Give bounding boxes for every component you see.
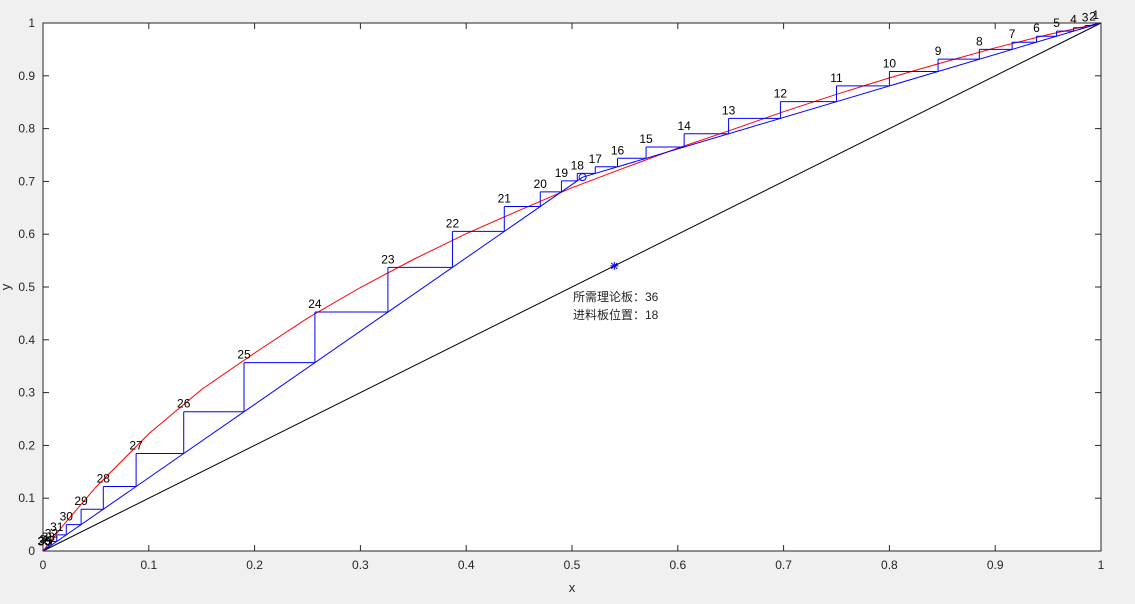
operating-line-stripping bbox=[42, 176, 583, 552]
stage-label: 4 bbox=[1070, 13, 1077, 27]
stage-label: 7 bbox=[1009, 27, 1016, 41]
y-tick-label: 0.5 bbox=[18, 280, 35, 294]
operating-line-rectifying bbox=[582, 22, 1102, 178]
x-tick-label: 0.4 bbox=[458, 558, 475, 572]
stage-label: 11 bbox=[830, 71, 843, 85]
q-point-marker bbox=[610, 261, 619, 270]
y-tick-label: 0.6 bbox=[18, 227, 35, 241]
stage-label: 1 bbox=[1092, 8, 1099, 22]
x-tick-label: 0.1 bbox=[140, 558, 157, 572]
stage-label: 12 bbox=[774, 87, 788, 101]
y-tick-label: 0.8 bbox=[18, 122, 35, 136]
x-tick-label: 0.6 bbox=[669, 558, 686, 572]
annotation-theoretical-plates: 所需理论板：36 bbox=[573, 290, 659, 304]
stage-label: 17 bbox=[589, 152, 603, 166]
y-tick-label: 0.7 bbox=[18, 174, 35, 188]
stage-label: 31 bbox=[50, 520, 64, 534]
y-tick-label: 0.1 bbox=[18, 491, 35, 505]
stage-label: 35 bbox=[38, 534, 52, 548]
x-tick-label: 0.2 bbox=[246, 558, 263, 572]
stage-label: 30 bbox=[60, 510, 74, 524]
x-tick-label: 0 bbox=[40, 558, 47, 572]
diagonal-line bbox=[42, 22, 1102, 552]
stage-label: 28 bbox=[97, 471, 111, 485]
stage-label: 19 bbox=[555, 166, 569, 180]
y-tick-label: 0.4 bbox=[18, 333, 35, 347]
stage-label: 9 bbox=[935, 44, 942, 58]
x-tick-label: 0.9 bbox=[987, 558, 1004, 572]
stage-label: 8 bbox=[976, 34, 983, 48]
stage-label: 32 bbox=[45, 526, 59, 540]
y-tick-label: 0 bbox=[28, 544, 35, 558]
x-tick-label: 0.5 bbox=[564, 558, 581, 572]
stage-label: 33 bbox=[42, 530, 56, 544]
y-axis-label: y bbox=[0, 283, 13, 290]
x-tick-label: 1 bbox=[1098, 558, 1105, 572]
ticks-layer: 0 0.1 0.2 0.3 0.4 0.5 0.6 0.7 0.8 0.9 100.10.20.30… bbox=[18, 16, 1104, 572]
x-tick-label: 0.7 bbox=[775, 558, 792, 572]
stage-label: 13 bbox=[722, 103, 736, 117]
y-tick-label: 0.3 bbox=[18, 386, 35, 400]
stage-label: 20 bbox=[534, 177, 548, 191]
y-tick-label: 0.2 bbox=[18, 438, 35, 452]
stage-label: 21 bbox=[498, 191, 512, 205]
y-tick-label: 0.9 bbox=[18, 69, 35, 83]
stage-label: 2 bbox=[1089, 10, 1096, 24]
stage-label: 26 bbox=[177, 397, 191, 411]
stage-label: 29 bbox=[74, 494, 88, 508]
annotation-feed-plate: 进料板位置：18 bbox=[573, 307, 659, 322]
stage-label: 18 bbox=[571, 158, 585, 172]
x-axis-label: x bbox=[569, 580, 576, 595]
stage-label: 24 bbox=[308, 297, 322, 311]
stage-label: 15 bbox=[639, 132, 653, 146]
stage-label: 36 bbox=[37, 535, 51, 549]
stage-label: 27 bbox=[129, 439, 143, 453]
equilibrium-curve bbox=[42, 22, 1102, 552]
intersection-marker bbox=[578, 173, 587, 182]
stage-label: 22 bbox=[446, 216, 460, 230]
x-tick-label: 0.8 bbox=[881, 558, 898, 572]
stage-label: 16 bbox=[611, 143, 625, 157]
stage-label: 23 bbox=[381, 252, 395, 266]
stage-label: 10 bbox=[883, 56, 897, 70]
stage-label: 3 bbox=[1082, 11, 1089, 25]
stage-label: 14 bbox=[677, 119, 691, 133]
y-tick-label: 1 bbox=[28, 16, 35, 30]
x-tick-label: 0.3 bbox=[352, 558, 369, 572]
stage-label: 6 bbox=[1033, 21, 1040, 35]
stage-label: 25 bbox=[237, 348, 251, 362]
